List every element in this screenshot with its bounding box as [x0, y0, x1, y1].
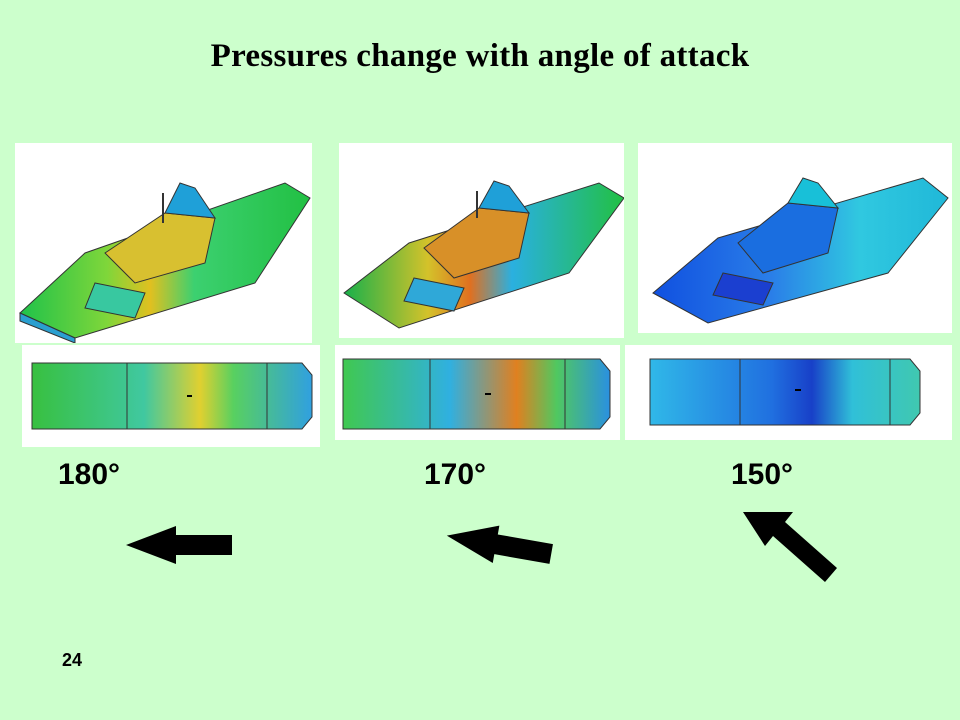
ship-pressure-top-170 — [342, 358, 611, 430]
flow-arrow-180 — [126, 526, 232, 564]
top-view-180 — [22, 345, 320, 447]
ship-pressure-iso-170 — [343, 180, 624, 329]
iso-view-170 — [339, 143, 624, 338]
slide-number: 24 — [62, 650, 83, 670]
top-view-170 — [335, 345, 620, 440]
ship-pressure-top-150 — [649, 358, 921, 426]
top-view-150 — [625, 345, 952, 440]
slide-title: Pressures change with angle of attack — [210, 38, 750, 74]
angle-label-150: 150° — [731, 458, 794, 491]
flow-arrow-150 — [743, 512, 837, 582]
angle-label-170: 170° — [424, 458, 487, 491]
angle-label-180: 180° — [58, 458, 121, 491]
iso-view-180 — [15, 143, 312, 343]
ship-pressure-top-180 — [31, 362, 313, 430]
flow-arrow-170 — [446, 525, 553, 564]
iso-view-150 — [638, 143, 952, 333]
ship-pressure-iso-150 — [652, 177, 949, 324]
ship-pressure-iso-180 — [19, 182, 311, 343]
